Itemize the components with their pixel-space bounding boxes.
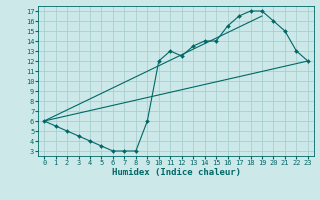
X-axis label: Humidex (Indice chaleur): Humidex (Indice chaleur) (111, 168, 241, 177)
